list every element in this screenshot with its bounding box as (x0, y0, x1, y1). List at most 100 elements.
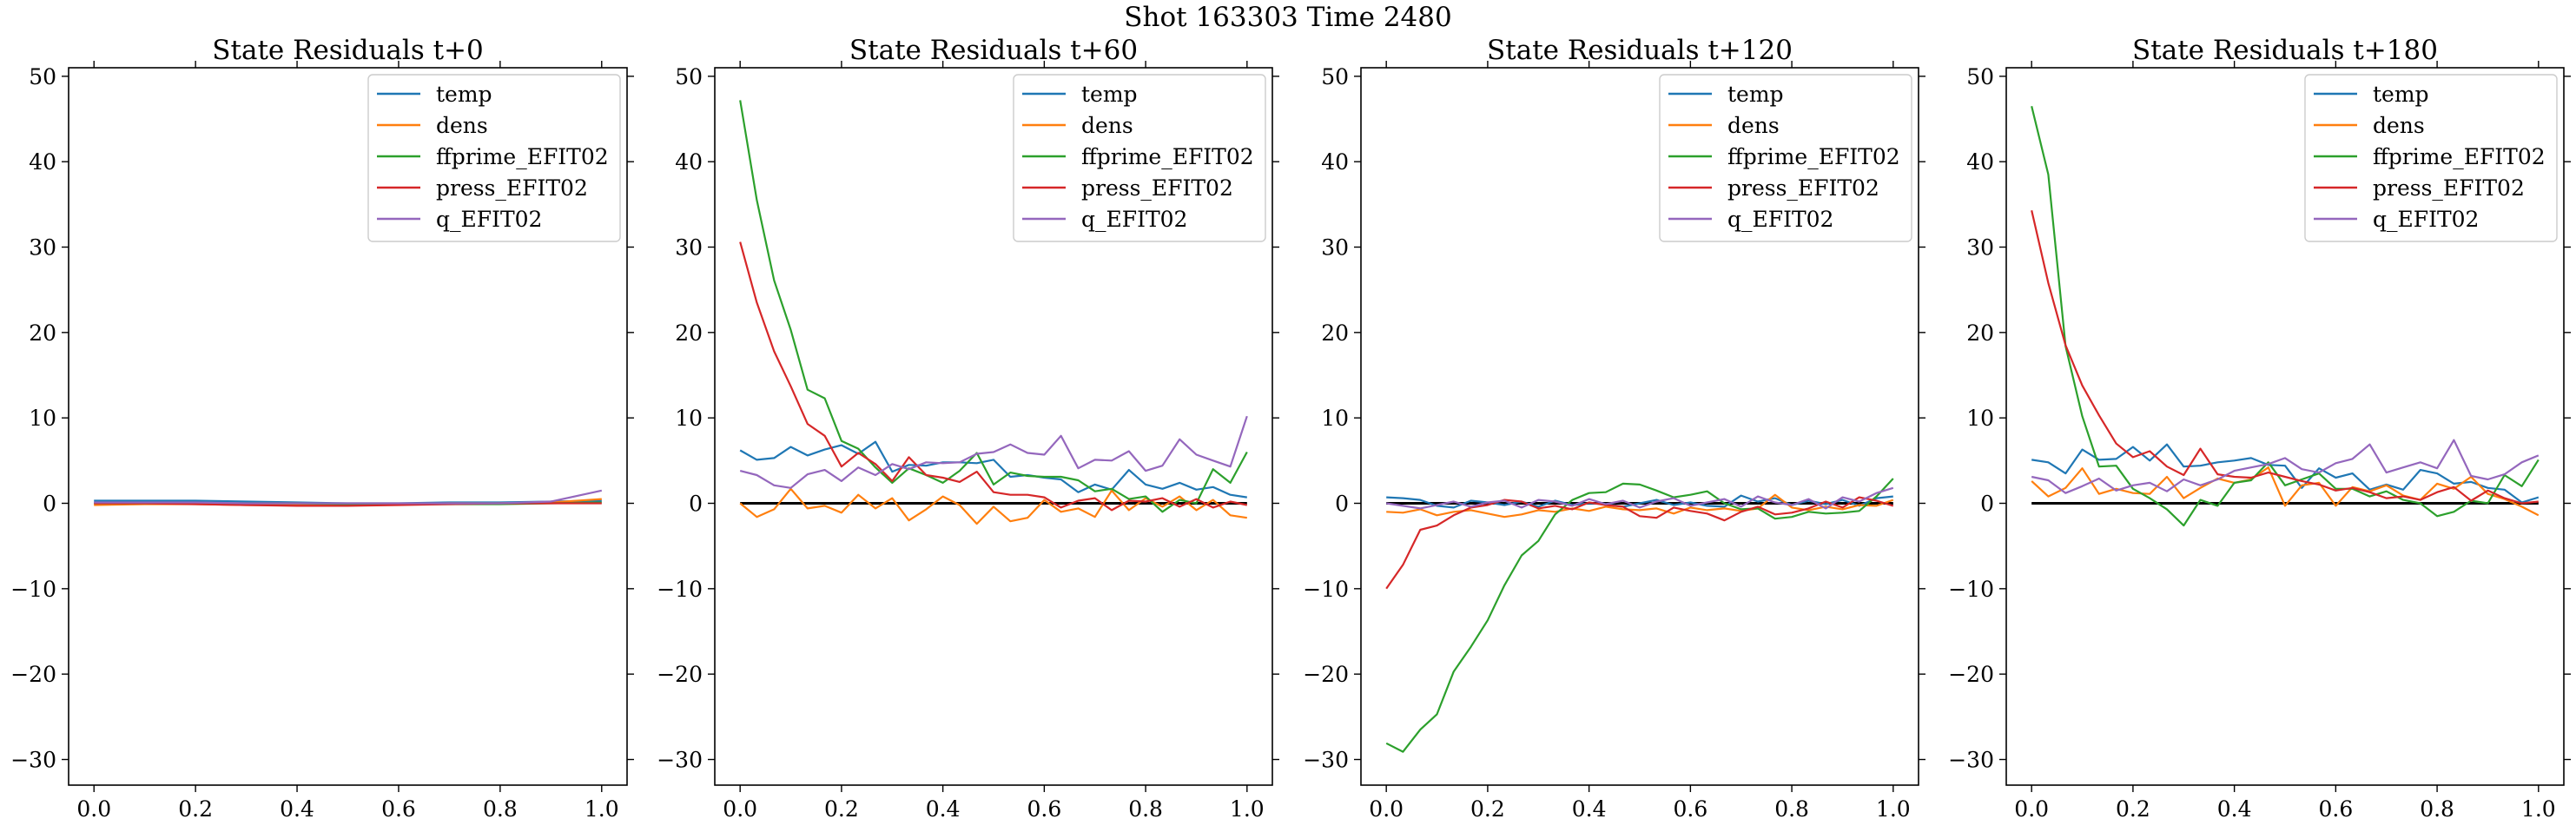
series-line-ffprime_EFIT02 (739, 100, 1248, 513)
axes-frame (68, 67, 628, 786)
y-tick-label: −20 (10, 662, 56, 687)
series-line-dens (1386, 493, 1894, 518)
x-tick-label: 1.0 (1230, 796, 1265, 819)
x-tick-label: 0.4 (280, 796, 314, 819)
y-tick-label: 20 (1966, 320, 1994, 346)
series-line-q_EFIT02 (739, 415, 1248, 489)
axes-frame (2005, 67, 2565, 786)
y-tick-label: 40 (1321, 149, 1349, 175)
legend-label: q_EFIT02 (2373, 207, 2479, 232)
series-line-q_EFIT02 (2031, 439, 2540, 494)
y-tick-label: −30 (657, 748, 703, 773)
y-tick-label: 40 (675, 149, 703, 175)
y-tick-label: 20 (1321, 320, 1349, 346)
axes-frame (714, 67, 1273, 786)
x-tick-label: 0.2 (1470, 796, 1505, 819)
x-tick-label: 0.0 (723, 796, 757, 819)
legend-label: ffprime_EFIT02 (436, 144, 609, 169)
y-tick-label: −20 (657, 662, 703, 687)
x-tick-label: 0.4 (1572, 796, 1607, 819)
y-tick-label: −20 (1303, 662, 1349, 687)
y-tick-label: −30 (10, 748, 56, 773)
subplot-title: State Residuals t+180 (2132, 35, 2438, 66)
y-tick-label: 50 (29, 64, 56, 89)
y-tick-label: 30 (29, 235, 56, 261)
subplot-title: State Residuals t+60 (849, 35, 1138, 66)
series-line-dens (739, 487, 1247, 525)
x-tick-label: 0.4 (2217, 796, 2252, 819)
legend-label: dens (1081, 113, 1133, 138)
y-tick-label: 50 (1321, 64, 1349, 89)
y-tick-label: 0 (1335, 492, 1349, 517)
subplot-0: State Residuals t+0 0.0 0.2 0.4 0.6 0.8 1.0 −30… (10, 35, 634, 819)
series-line-temp (739, 440, 1247, 499)
subplot-3: State Residuals t+180 0.0 0.2 0.4 0.6 0.8 1.0 −… (1948, 35, 2571, 819)
y-tick-label: −10 (657, 577, 703, 602)
series-line-press_EFIT02 (739, 241, 1248, 512)
subplot-2: State Residuals t+120 0.0 0.2 0.4 0.6 0.8 1.0 −… (1303, 35, 1925, 819)
x-tick-label: 0.0 (76, 796, 111, 819)
series-line-press_EFIT02 (2031, 209, 2539, 505)
y-tick-label: 10 (1966, 406, 1994, 431)
legend-label: press_EFIT02 (1727, 175, 1879, 201)
x-tick-label: 0.2 (824, 796, 859, 819)
legend-label: ffprime_EFIT02 (2373, 144, 2546, 169)
x-tick-label: 0.8 (2420, 796, 2454, 819)
y-tick-label: 0 (1980, 492, 1994, 517)
legend-box (1013, 74, 1266, 242)
x-tick-label: 0.6 (1027, 796, 1061, 819)
y-tick-label: −30 (1948, 748, 1994, 773)
legend-label: dens (436, 113, 488, 138)
legend-label: q_EFIT02 (1727, 207, 1833, 232)
legend-box (2304, 74, 2558, 242)
y-tick-label: 10 (1321, 406, 1349, 431)
legend-label: temp (2373, 82, 2429, 107)
series-line-temp (1386, 494, 1893, 509)
y-tick-label: −30 (1303, 748, 1349, 773)
y-tick-label: 10 (675, 406, 703, 431)
x-tick-label: 0.2 (2116, 796, 2150, 819)
series-line-dens (2031, 466, 2540, 517)
y-tick-label: 0 (43, 492, 56, 517)
legend-label: temp (1727, 82, 1784, 107)
series-line-q_EFIT02 (94, 489, 603, 505)
y-tick-label: 10 (29, 406, 56, 431)
x-tick-label: 0.8 (483, 796, 518, 819)
x-tick-label: 0.6 (381, 796, 416, 819)
legend-label: ffprime_EFIT02 (1081, 144, 1254, 169)
legend-label: q_EFIT02 (436, 207, 542, 232)
x-tick-label: 1.0 (2521, 796, 2556, 819)
x-tick-label: 1.0 (1876, 796, 1911, 819)
legend-label: q_EFIT02 (1081, 207, 1187, 232)
y-tick-label: 30 (1321, 235, 1349, 261)
x-tick-label: 0.4 (926, 796, 961, 819)
y-tick-label: 30 (675, 235, 703, 261)
y-tick-label: −20 (1948, 662, 1994, 687)
figure-suptitle: Shot 163303 Time 2480 (1124, 2, 1452, 33)
x-tick-label: 0.0 (2014, 796, 2049, 819)
x-tick-label: 1.0 (585, 796, 619, 819)
axes-frame (1360, 67, 1919, 786)
legend-box (1659, 74, 1912, 242)
legend-label: dens (1727, 113, 1780, 138)
legend-label: temp (436, 82, 492, 107)
y-tick-label: 0 (689, 492, 703, 517)
x-tick-label: 0.0 (1369, 796, 1404, 819)
legend-label: dens (2373, 113, 2425, 138)
legend-label: ffprime_EFIT02 (1727, 144, 1900, 169)
legend-label: press_EFIT02 (436, 175, 588, 201)
subplot-title: State Residuals t+0 (212, 35, 483, 66)
subplot-1: State Residuals t+60 0.0 0.2 0.4 0.6 0.8 1.0 −3… (657, 35, 1279, 819)
y-tick-label: −10 (1948, 577, 1994, 602)
series-line-temp (2031, 443, 2540, 504)
x-tick-label: 0.6 (2318, 796, 2353, 819)
y-tick-label: −10 (10, 577, 56, 602)
x-tick-label: 0.8 (1774, 796, 1809, 819)
y-tick-label: 50 (675, 64, 703, 89)
legend-box (367, 74, 621, 242)
x-tick-label: 0.2 (178, 796, 213, 819)
legend-label: temp (1081, 82, 1138, 107)
legend-label: press_EFIT02 (1081, 175, 1233, 201)
y-tick-label: 50 (1966, 64, 1994, 89)
